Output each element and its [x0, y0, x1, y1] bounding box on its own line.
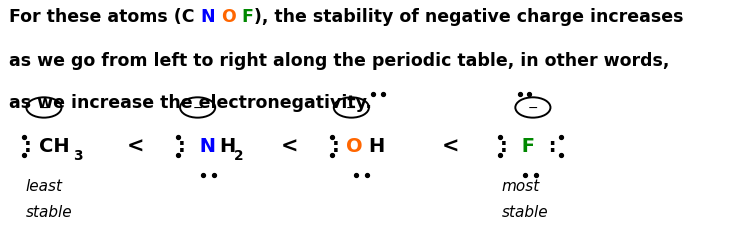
Text: CH: CH [39, 137, 70, 156]
Text: :: : [500, 137, 508, 156]
Text: :: : [542, 137, 556, 156]
Text: F: F [515, 137, 534, 156]
Text: F: F [242, 8, 253, 26]
Text: H: H [220, 137, 236, 156]
Text: N: N [201, 8, 215, 26]
Text: :: : [178, 137, 186, 156]
Text: 3: 3 [73, 148, 83, 162]
Text: H: H [368, 137, 384, 156]
Text: stable: stable [26, 204, 72, 219]
Text: :: : [24, 137, 32, 156]
Text: For these atoms (C: For these atoms (C [9, 8, 201, 26]
Text: most: most [501, 178, 539, 193]
Text: <: < [127, 136, 144, 156]
Text: 2: 2 [234, 148, 244, 162]
Text: O: O [221, 8, 236, 26]
Text: stable: stable [501, 204, 548, 219]
Text: <: < [280, 136, 298, 156]
Text: −: − [528, 101, 538, 115]
Text: N: N [193, 137, 215, 156]
Text: least: least [26, 178, 63, 193]
Text: −: − [346, 101, 356, 115]
Text: :: : [332, 137, 340, 156]
Text: −: − [39, 101, 49, 115]
Text: −: − [193, 101, 203, 115]
Text: as we go from left to right along the periodic table, in other words,: as we go from left to right along the pe… [9, 52, 669, 70]
Text: ), the stability of negative charge increases: ), the stability of negative charge incr… [253, 8, 683, 26]
Text: <: < [441, 136, 459, 156]
Text: as we increase the electronegativity.: as we increase the electronegativity. [9, 93, 372, 111]
Text: O: O [346, 137, 363, 156]
